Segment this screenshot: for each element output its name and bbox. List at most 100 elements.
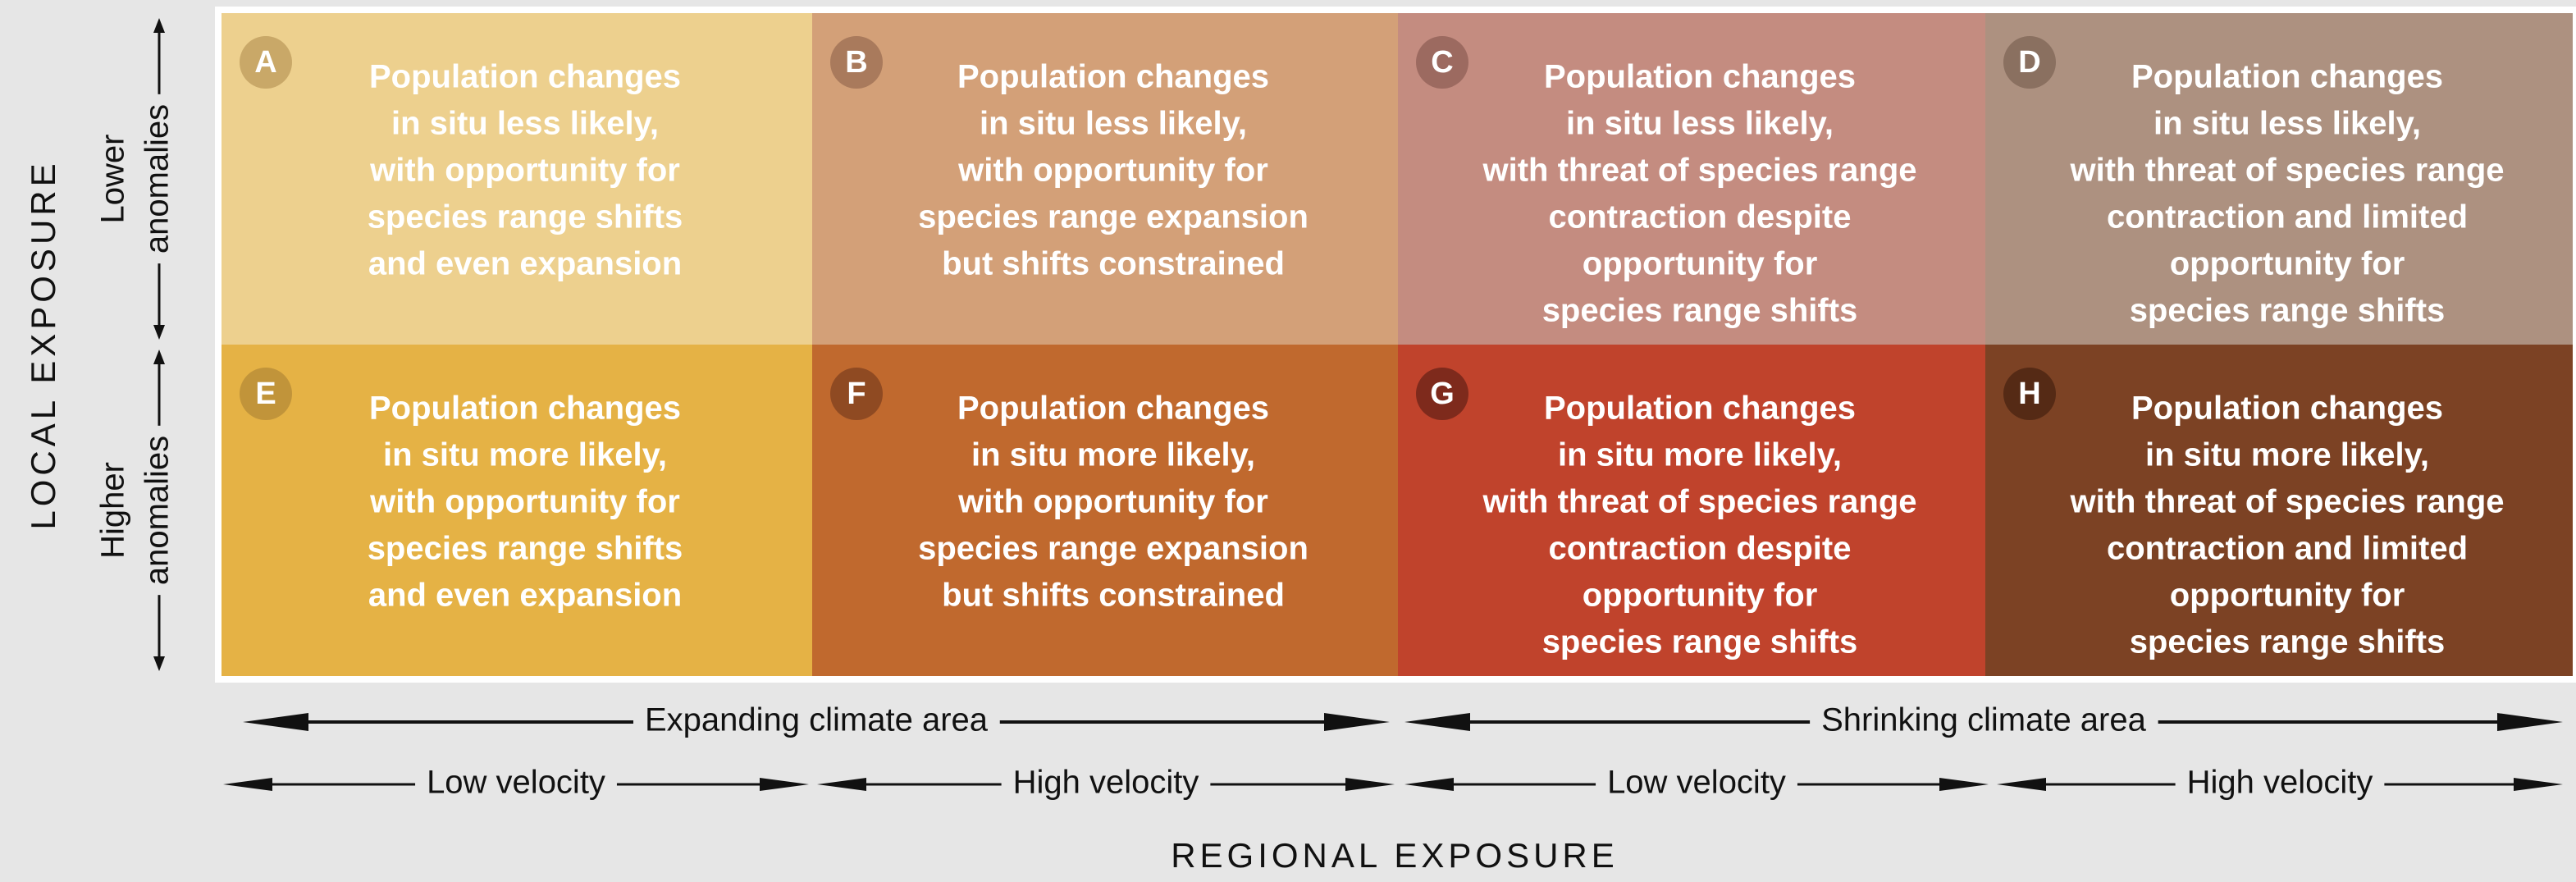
cell-text: in situ less likely, [980, 106, 1247, 142]
cell-text: opportunity for [2170, 578, 2405, 614]
arrow-head [1939, 778, 1989, 791]
cell [222, 345, 812, 676]
cell-text: and even expansion [368, 246, 682, 282]
badge-letter: H [2018, 377, 2040, 411]
cell-text: with opportunity for [369, 153, 680, 189]
cell [812, 13, 1398, 345]
arrow-head [817, 778, 866, 791]
arrow-head [153, 325, 165, 340]
arrow-head [243, 713, 308, 731]
badge-letter: E [255, 377, 276, 411]
label-bg [1810, 697, 2158, 743]
cell-text: in situ more likely, [2145, 437, 2429, 473]
arrow-head [1404, 713, 1470, 731]
badge-letter: D [2018, 45, 2040, 80]
cell-text: in situ more likely, [1558, 437, 1842, 473]
cell-text: opportunity for [2170, 246, 2405, 282]
label-bg [144, 94, 174, 264]
cell-text: Population changes [1544, 59, 1856, 95]
label-bg [144, 425, 174, 596]
label-bg [1596, 759, 1797, 806]
arrow-head [1997, 778, 2046, 791]
cell-text: but shifts constrained [942, 246, 1285, 282]
cell-text: with opportunity for [369, 484, 680, 520]
row-label: anomalies [139, 104, 176, 254]
label-bg [2175, 759, 2385, 806]
cell-text: in situ less likely, [391, 106, 659, 142]
arrow-head [153, 656, 165, 671]
arrow-head [2497, 713, 2563, 731]
cell-text: Population changes [2131, 59, 2443, 95]
cell-text: in situ less likely, [2154, 106, 2421, 142]
row-label: Higher [95, 462, 131, 559]
y-axis-title: LOCAL EXPOSURE [24, 159, 62, 529]
badge [240, 368, 292, 420]
arrow-head [1345, 778, 1395, 791]
badge-letter: B [845, 45, 867, 80]
cell-text: species range shifts [368, 531, 683, 567]
cell-text: Population changes [369, 59, 681, 95]
cell-text: contraction and limited [2107, 531, 2468, 567]
cell-text: with threat of species range [2069, 484, 2504, 520]
cell [1398, 345, 1985, 676]
cell-text: species range expansion [918, 199, 1309, 235]
row-label: Lower [95, 135, 131, 224]
cell-text: contraction despite [1549, 531, 1852, 567]
cell-text: species range shifts [2130, 293, 2446, 329]
column-top-label: Expanding climate area [645, 702, 989, 738]
cell-text: Population changes [957, 59, 1269, 95]
arrow-head [760, 778, 809, 791]
badge [1416, 368, 1468, 420]
x-axis-title: REGIONAL EXPOSURE [1171, 836, 1619, 875]
cell-text: Population changes [957, 391, 1269, 427]
badge [2003, 36, 2056, 89]
badge-letter: A [254, 45, 276, 80]
arrow-head [2514, 778, 2563, 791]
column-bottom-label: Low velocity [427, 765, 605, 801]
cell [1985, 13, 2573, 345]
cell-text: Population changes [2131, 391, 2443, 427]
cell [1398, 13, 1985, 345]
badge [1416, 36, 1468, 89]
badge-letter: C [1431, 45, 1453, 80]
cell [812, 345, 1398, 676]
cell-text: Population changes [369, 391, 681, 427]
cell-text: in situ less likely, [1566, 106, 1834, 142]
cell-text: Population changes [1544, 391, 1856, 427]
cell-text: species range shifts [2130, 624, 2446, 660]
badge [240, 36, 292, 89]
arrow-head [1404, 778, 1454, 791]
row-label: anomalies [139, 436, 176, 585]
cell-text: with opportunity for [957, 153, 1268, 189]
cell-text: species range shifts [1542, 624, 1858, 660]
cell-text: but shifts constrained [942, 578, 1285, 614]
cell-text: with opportunity for [957, 484, 1268, 520]
arrow-head [223, 778, 272, 791]
cell-text: opportunity for [1583, 578, 1818, 614]
arrow-head [153, 18, 165, 33]
cell-text: species range shifts [1542, 293, 1858, 329]
label-bg [633, 697, 1000, 743]
column-bottom-label: High velocity [2187, 765, 2373, 801]
cell-text: opportunity for [1583, 246, 1818, 282]
label-bg [415, 759, 617, 806]
cell-text: species range shifts [368, 199, 683, 235]
label-bg [1001, 759, 1211, 806]
cell-text: contraction and limited [2107, 199, 2468, 235]
arrow-head [153, 350, 165, 364]
column-bottom-label: High velocity [1013, 765, 1199, 801]
badge-letter: G [1430, 377, 1455, 411]
cell-text: and even expansion [368, 578, 682, 614]
cell-text: with threat of species range [1482, 153, 1916, 189]
column-top-label: Shrinking climate area [1821, 702, 2146, 738]
badge [830, 36, 883, 89]
badge [2003, 368, 2056, 420]
cell-text: species range expansion [918, 531, 1309, 567]
cell-text: contraction despite [1549, 199, 1852, 235]
column-bottom-label: Low velocity [1607, 765, 1786, 801]
badge-letter: F [847, 377, 866, 411]
badge [830, 368, 883, 420]
cell-text: with threat of species range [1482, 484, 1916, 520]
